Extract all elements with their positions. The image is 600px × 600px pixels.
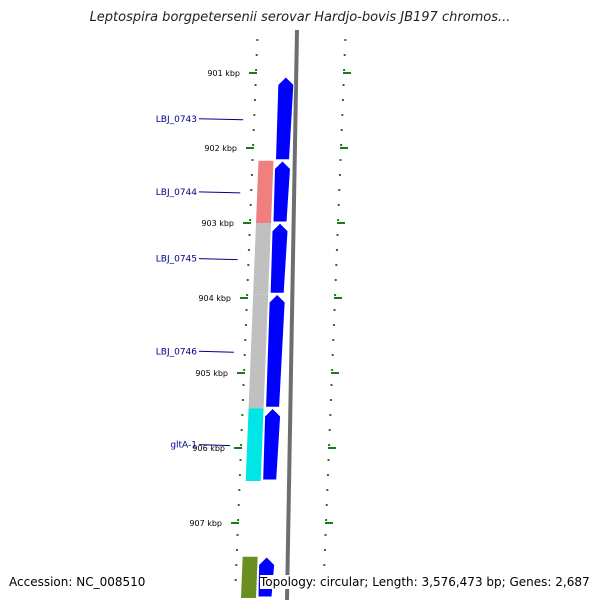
ring-layer <box>285 29 299 600</box>
cog-block <box>248 294 269 409</box>
gene-leader-line <box>198 444 231 447</box>
accession-text: Accession: NC_008510 <box>9 575 146 589</box>
gene-leader-line <box>198 191 241 194</box>
cds-layer <box>257 76 295 598</box>
backbone-ring <box>285 29 299 600</box>
cds-arrow <box>274 76 295 161</box>
kbp-label: 907 kbp <box>189 519 222 528</box>
cog-block <box>253 223 271 295</box>
kbp-label: 903 kbp <box>201 219 234 228</box>
gene-leader-line <box>198 258 238 261</box>
label-layer: 901 kbp 902 kbp 903 kbp 904 kbp 905 kbp 906 k… <box>156 69 244 528</box>
summary-text: Topology: circular; Length: 3,576,473 bp… <box>260 575 590 589</box>
cds-arrow <box>272 160 292 223</box>
gene-label: LBJ_0746 <box>156 347 198 357</box>
cog-layer <box>241 160 274 598</box>
cds-arrow <box>262 407 282 481</box>
cog-block <box>241 556 258 598</box>
cog-block <box>245 408 264 481</box>
kbp-label: 901 kbp <box>207 69 240 78</box>
tick-layer <box>231 39 351 581</box>
map-title: Leptospira borgpetersenii serovar Hardjo… <box>89 10 511 25</box>
gene-label: gltA-1 <box>170 441 197 451</box>
cog-block <box>256 160 274 223</box>
cds-arrow <box>265 293 286 408</box>
kbp-label: 905 kbp <box>195 369 228 378</box>
gene-label: LBJ_0743 <box>156 115 197 125</box>
gene-leader-line <box>198 350 234 353</box>
gene-label: LBJ_0745 <box>156 255 197 265</box>
gene-leader-line <box>198 118 244 121</box>
cds-arrow <box>269 222 289 294</box>
kbp-label: 906 kbp <box>192 444 225 453</box>
gene-label: LBJ_0744 <box>156 188 198 198</box>
kbp-label: 904 kbp <box>198 294 231 303</box>
kbp-label: 902 kbp <box>204 144 237 153</box>
